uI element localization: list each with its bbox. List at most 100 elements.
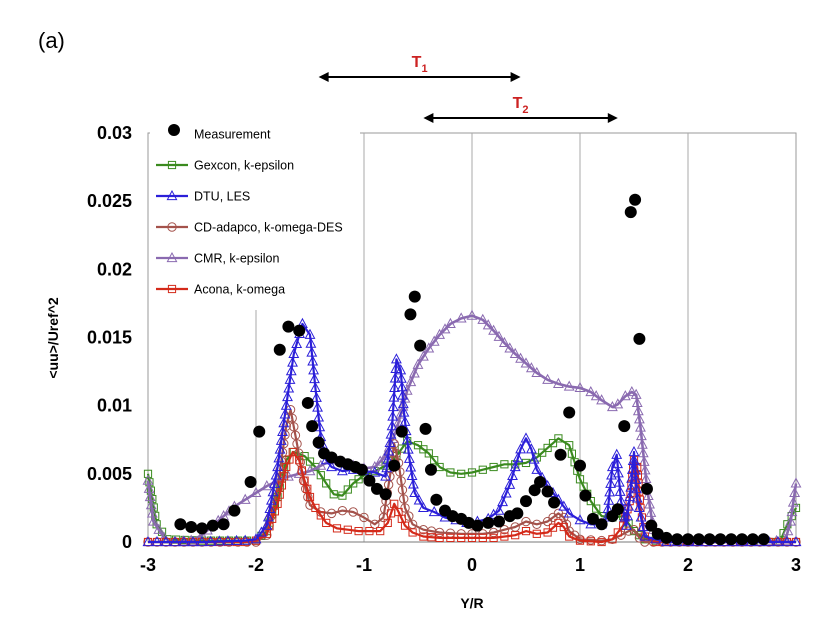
data-point: [428, 505, 440, 517]
data-point: [528, 453, 540, 464]
data-point: [534, 476, 547, 489]
data-point: [379, 488, 392, 501]
data-point: [284, 373, 296, 384]
series-measurement: [174, 193, 770, 546]
data-point: [279, 408, 291, 419]
data-point: [273, 452, 285, 463]
data-point: [406, 469, 418, 480]
data-point: [521, 526, 531, 536]
data-point: [457, 469, 466, 478]
data-point: [293, 324, 306, 337]
data-point: [574, 381, 586, 393]
data-point: [541, 485, 554, 498]
x-tick-label: 0: [467, 555, 477, 575]
data-point: [640, 472, 652, 483]
data-point: [307, 355, 319, 366]
data-point: [213, 535, 225, 546]
data-point: [348, 507, 358, 517]
data-point: [402, 443, 414, 454]
data-point: [306, 346, 318, 357]
data-point: [592, 504, 601, 513]
data-point: [596, 394, 608, 405]
data-point: [205, 535, 217, 546]
data-point: [231, 534, 242, 546]
data-point: [338, 491, 347, 500]
data-point: [642, 489, 654, 501]
data-point: [608, 535, 617, 544]
data-point: [789, 486, 801, 498]
data-point: [671, 533, 684, 546]
legend-item: Measurement: [168, 124, 271, 142]
data-point: [466, 309, 478, 320]
legend-swatch-marker: [167, 160, 177, 170]
annotation-label: T2: [513, 95, 529, 116]
data-point: [424, 463, 437, 476]
data-point: [387, 400, 399, 412]
data-point: [645, 506, 657, 517]
data-point: [297, 466, 306, 475]
data-point: [630, 473, 642, 484]
data-point: [316, 511, 325, 520]
data-point: [303, 484, 312, 493]
data-point: [660, 531, 673, 544]
data-point: [306, 420, 319, 433]
data-point: [388, 459, 401, 472]
legend-item: Acona, k-omega: [156, 283, 285, 297]
data-point: [548, 523, 558, 532]
data-point: [305, 492, 315, 502]
data-point: [493, 515, 505, 528]
data-point: [395, 408, 407, 419]
data-point: [509, 460, 521, 472]
data-point: [380, 470, 392, 481]
data-point: [217, 518, 230, 531]
data-point: [613, 467, 624, 478]
data-point: [499, 525, 510, 535]
data-point: [171, 535, 181, 544]
data-point: [635, 429, 647, 441]
data-point: [629, 455, 641, 466]
data-point: [631, 492, 643, 503]
data-point: [597, 537, 606, 547]
data-point: [772, 535, 784, 547]
data-point: [250, 486, 262, 498]
data-point: [278, 417, 290, 428]
data-point: [396, 476, 406, 486]
data-point: [612, 457, 624, 469]
data-point: [613, 476, 625, 487]
arrow-head-left: [318, 72, 329, 82]
data-point: [369, 466, 381, 477]
legend-item: DTU, LES: [156, 190, 250, 204]
data-point: [703, 533, 716, 546]
data-point: [265, 494, 277, 505]
data-point: [261, 519, 273, 530]
data-point: [482, 319, 494, 330]
y-tick-label: 0.02: [97, 259, 132, 279]
annotation-label: T1: [412, 54, 428, 75]
data-point: [374, 455, 386, 466]
data-point: [404, 308, 417, 321]
data-point: [595, 518, 608, 531]
data-point: [291, 337, 303, 348]
data-point: [412, 358, 424, 369]
data-point: [504, 478, 516, 489]
data-point: [623, 526, 634, 536]
data-point: [169, 535, 181, 547]
x-tick-label: 1: [575, 555, 585, 575]
y-tick-label: 0.005: [87, 464, 132, 484]
data-point: [388, 391, 400, 402]
axes: -3 -2 -1 0 1 2 3 0 0.005 0.01 0.015 0.02 0.025 0.03: [87, 123, 801, 575]
data-point: [405, 375, 417, 387]
data-point: [504, 342, 516, 353]
data-point: [606, 460, 618, 472]
data-point: [273, 343, 286, 356]
data-point: [633, 413, 645, 424]
data-point: [430, 456, 439, 465]
data-point: [261, 480, 273, 491]
y-axis-title: <uu>/Uref^2: [45, 297, 61, 379]
data-point: [619, 511, 631, 522]
data-point: [515, 352, 527, 363]
data-point: [401, 434, 413, 445]
data-point: [389, 372, 401, 383]
data-point: [309, 381, 321, 393]
